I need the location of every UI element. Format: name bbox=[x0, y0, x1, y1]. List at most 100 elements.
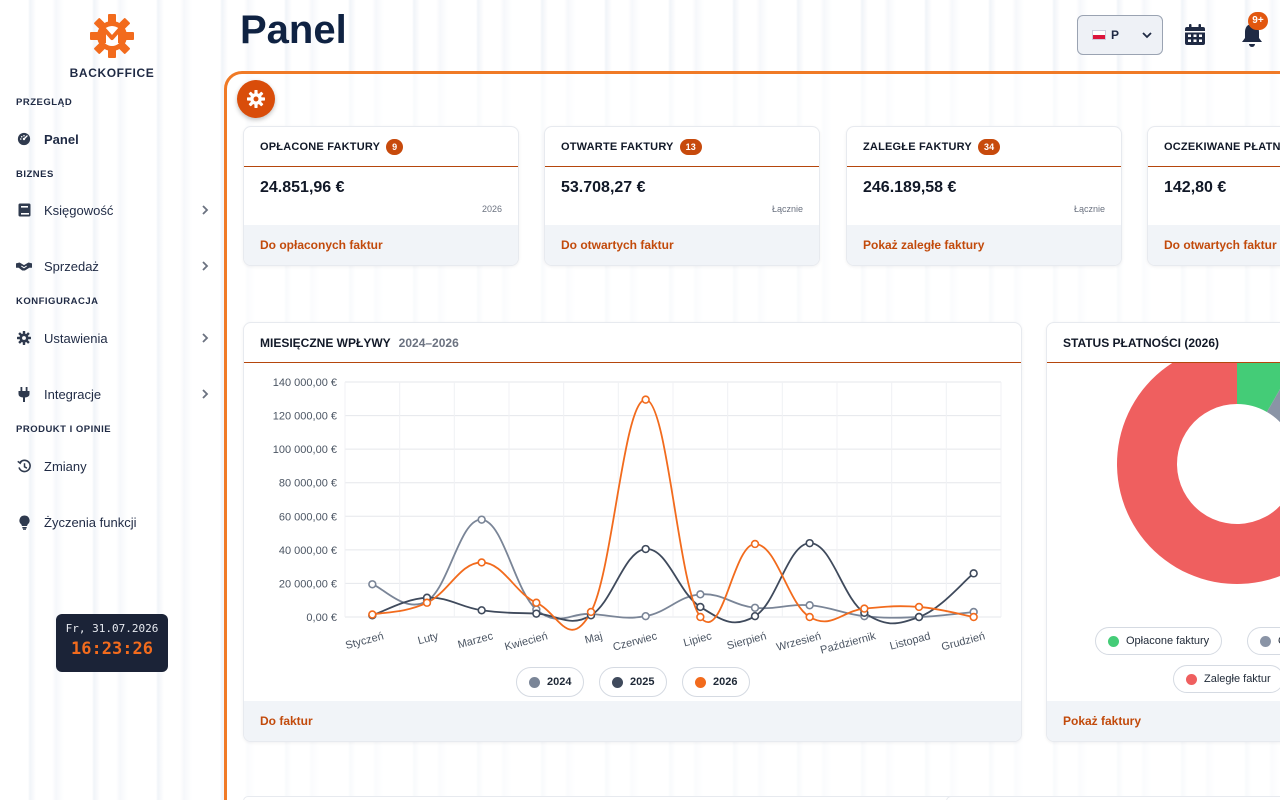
data-point-2025[interactable] bbox=[969, 569, 978, 578]
data-point-2026[interactable] bbox=[696, 612, 705, 622]
stat-card-header: OTWARTE FAKTURY 13 bbox=[545, 127, 819, 167]
data-point-2024[interactable] bbox=[368, 580, 377, 589]
donut-slice[interactable] bbox=[1266, 363, 1280, 424]
x-tick-label: Maj bbox=[584, 630, 604, 646]
calendar-icon[interactable] bbox=[1184, 24, 1206, 46]
chevron-right-icon bbox=[202, 261, 209, 271]
legend-label: 2026 bbox=[713, 676, 738, 688]
chevron-right-icon bbox=[202, 389, 209, 399]
stat-card-amount: 142,80 € bbox=[1164, 179, 1227, 196]
count-badge: 34 bbox=[977, 138, 1001, 155]
data-point-2024[interactable] bbox=[750, 603, 760, 612]
data-point-2024[interactable] bbox=[696, 590, 705, 599]
data-point-2026[interactable] bbox=[641, 395, 650, 404]
overdue-invoices-link[interactable]: Pokaż zaległe faktury bbox=[847, 225, 1121, 265]
section-label-configuration: KONFIGURACJA bbox=[16, 296, 99, 307]
payment-status-header: STATUS PŁATNOŚCI (2026) bbox=[1047, 323, 1280, 363]
sidebar-item-label: Życzenia funkcji bbox=[44, 514, 137, 530]
payment-status-card: STATUS PŁATNOŚCI (2026) Opłacone faktury… bbox=[1046, 322, 1280, 742]
sidebar-item-label: Panel bbox=[44, 131, 79, 147]
data-point-2026[interactable] bbox=[860, 604, 869, 613]
gear-icon bbox=[16, 330, 32, 346]
data-point-2025[interactable] bbox=[532, 609, 541, 618]
data-point-2025[interactable] bbox=[641, 544, 650, 554]
stat-card-period: Łącznie bbox=[1073, 204, 1105, 214]
legend-dot bbox=[612, 676, 623, 688]
x-tick-label: Grudzień bbox=[940, 630, 986, 653]
chevron-down-icon bbox=[1142, 32, 1152, 39]
legend-label: 2025 bbox=[630, 676, 655, 688]
data-point-2026[interactable] bbox=[422, 598, 432, 607]
sidebar-item-feature-requests[interactable]: Życzenia funkcji bbox=[16, 510, 210, 534]
data-point-2024[interactable] bbox=[805, 601, 814, 610]
dashboard-settings-button[interactable] bbox=[237, 80, 275, 118]
legend-label: Zaległe faktur bbox=[1204, 673, 1271, 685]
legend-item-2026[interactable]: 2026 bbox=[682, 667, 751, 697]
data-point-2026[interactable] bbox=[368, 610, 377, 619]
paid-invoices-link[interactable]: Do opłaconych faktur bbox=[244, 225, 518, 265]
notification-badge: 9+ bbox=[1248, 12, 1268, 30]
stat-card-period: 2026 bbox=[481, 204, 502, 214]
monthly-income-chart: 0,00 € 20 000,00 € 40 000,00 € 60 000,00 € 8… bbox=[273, 377, 1002, 657]
sidebar-item-accounting[interactable]: Księgowość bbox=[16, 198, 210, 222]
sidebar-item-label: Zmiany bbox=[44, 458, 87, 474]
sidebar-item-sales[interactable]: Sprzedaż bbox=[16, 254, 210, 278]
legend-dot bbox=[529, 676, 540, 688]
data-point-2026[interactable] bbox=[805, 612, 814, 622]
y-tick-label: 20 000,00 € bbox=[279, 578, 337, 590]
show-invoices-link[interactable]: Pokaż faktury bbox=[1047, 701, 1280, 741]
stat-card-title: OTWARTE FAKTURY bbox=[561, 140, 674, 153]
expected-payments-link[interactable]: Do otwartych faktur bbox=[1148, 225, 1280, 265]
x-tick-label: Wrzesień bbox=[775, 630, 822, 653]
chevron-right-icon bbox=[202, 205, 209, 215]
data-point-2025[interactable] bbox=[914, 612, 924, 622]
status-legend-open[interactable]: O bbox=[1247, 627, 1280, 655]
status-legend-paid[interactable]: Opłacone faktury bbox=[1095, 627, 1223, 655]
data-point-2026[interactable] bbox=[532, 598, 541, 607]
status-legend-overdue[interactable]: Zaległe faktur bbox=[1173, 665, 1280, 693]
section-label-overview: PRZEGLĄD bbox=[16, 97, 73, 108]
payment-status-title: STATUS PŁATNOŚCI (2026) bbox=[1063, 335, 1220, 350]
x-tick-label: Styczeń bbox=[344, 630, 385, 652]
language-select[interactable]: P bbox=[1077, 15, 1163, 55]
data-point-2026[interactable] bbox=[477, 558, 486, 567]
data-point-2025[interactable] bbox=[805, 538, 814, 548]
page-title: Panel bbox=[240, 8, 347, 52]
data-point-2026[interactable] bbox=[586, 607, 596, 617]
donut-slice[interactable] bbox=[1117, 363, 1280, 584]
monthly-income-subtitle: 2024–2026 bbox=[398, 335, 459, 350]
legend-item-2024[interactable]: 2024 bbox=[516, 667, 585, 697]
legend-dot bbox=[695, 676, 706, 688]
data-point-2026[interactable] bbox=[969, 612, 978, 622]
data-point-2026[interactable] bbox=[914, 602, 924, 612]
stat-card-period: Łącznie bbox=[771, 204, 803, 214]
sidebar-item-panel[interactable]: Panel bbox=[16, 127, 210, 151]
stat-card-header: OCZEKIWANE PŁATNO bbox=[1148, 127, 1280, 167]
data-point-2025[interactable] bbox=[750, 611, 760, 621]
section-label-product: PRODUKT I OPINIE bbox=[16, 424, 112, 435]
monthly-income-title: MIESIĘCZNE WPŁYWY bbox=[260, 335, 391, 350]
legend-item-2025[interactable]: 2025 bbox=[599, 667, 668, 697]
sidebar-item-label: Księgowość bbox=[44, 202, 114, 218]
data-point-2024[interactable] bbox=[477, 515, 486, 524]
stat-card-amount: 24.851,96 € bbox=[260, 179, 345, 196]
y-tick-label: 40 000,00 € bbox=[279, 545, 337, 557]
stat-card-paid-invoices: OPŁACONE FAKTURY 9 24.851,96 € 2026 Do o… bbox=[243, 126, 519, 266]
to-invoices-link[interactable]: Do faktur bbox=[244, 701, 1021, 741]
stat-card-header: ZALEGŁE FAKTURY 34 bbox=[847, 127, 1121, 167]
data-point-2025[interactable] bbox=[696, 602, 705, 612]
stat-card-title: OCZEKIWANE PŁATNO bbox=[1164, 140, 1280, 153]
sidebar-item-settings[interactable]: Ustawienia bbox=[16, 326, 210, 350]
donut-slice[interactable] bbox=[1237, 363, 1280, 412]
open-invoices-link[interactable]: Do otwartych faktur bbox=[545, 225, 819, 265]
monthly-income-header: MIESIĘCZNE WPŁYWY 2024–2026 bbox=[244, 323, 1021, 363]
stat-card-title: OPŁACONE FAKTURY bbox=[260, 140, 381, 153]
plug-icon bbox=[16, 386, 32, 402]
sidebar-item-label: Ustawienia bbox=[44, 330, 108, 346]
sidebar-item-changes[interactable]: Zmiany bbox=[16, 454, 210, 478]
data-point-2025[interactable] bbox=[477, 606, 486, 615]
x-tick-label: Czerwiec bbox=[612, 630, 659, 653]
sidebar-item-integrations[interactable]: Integracje bbox=[16, 382, 210, 406]
data-point-2024[interactable] bbox=[641, 611, 650, 621]
data-point-2026[interactable] bbox=[750, 539, 760, 549]
